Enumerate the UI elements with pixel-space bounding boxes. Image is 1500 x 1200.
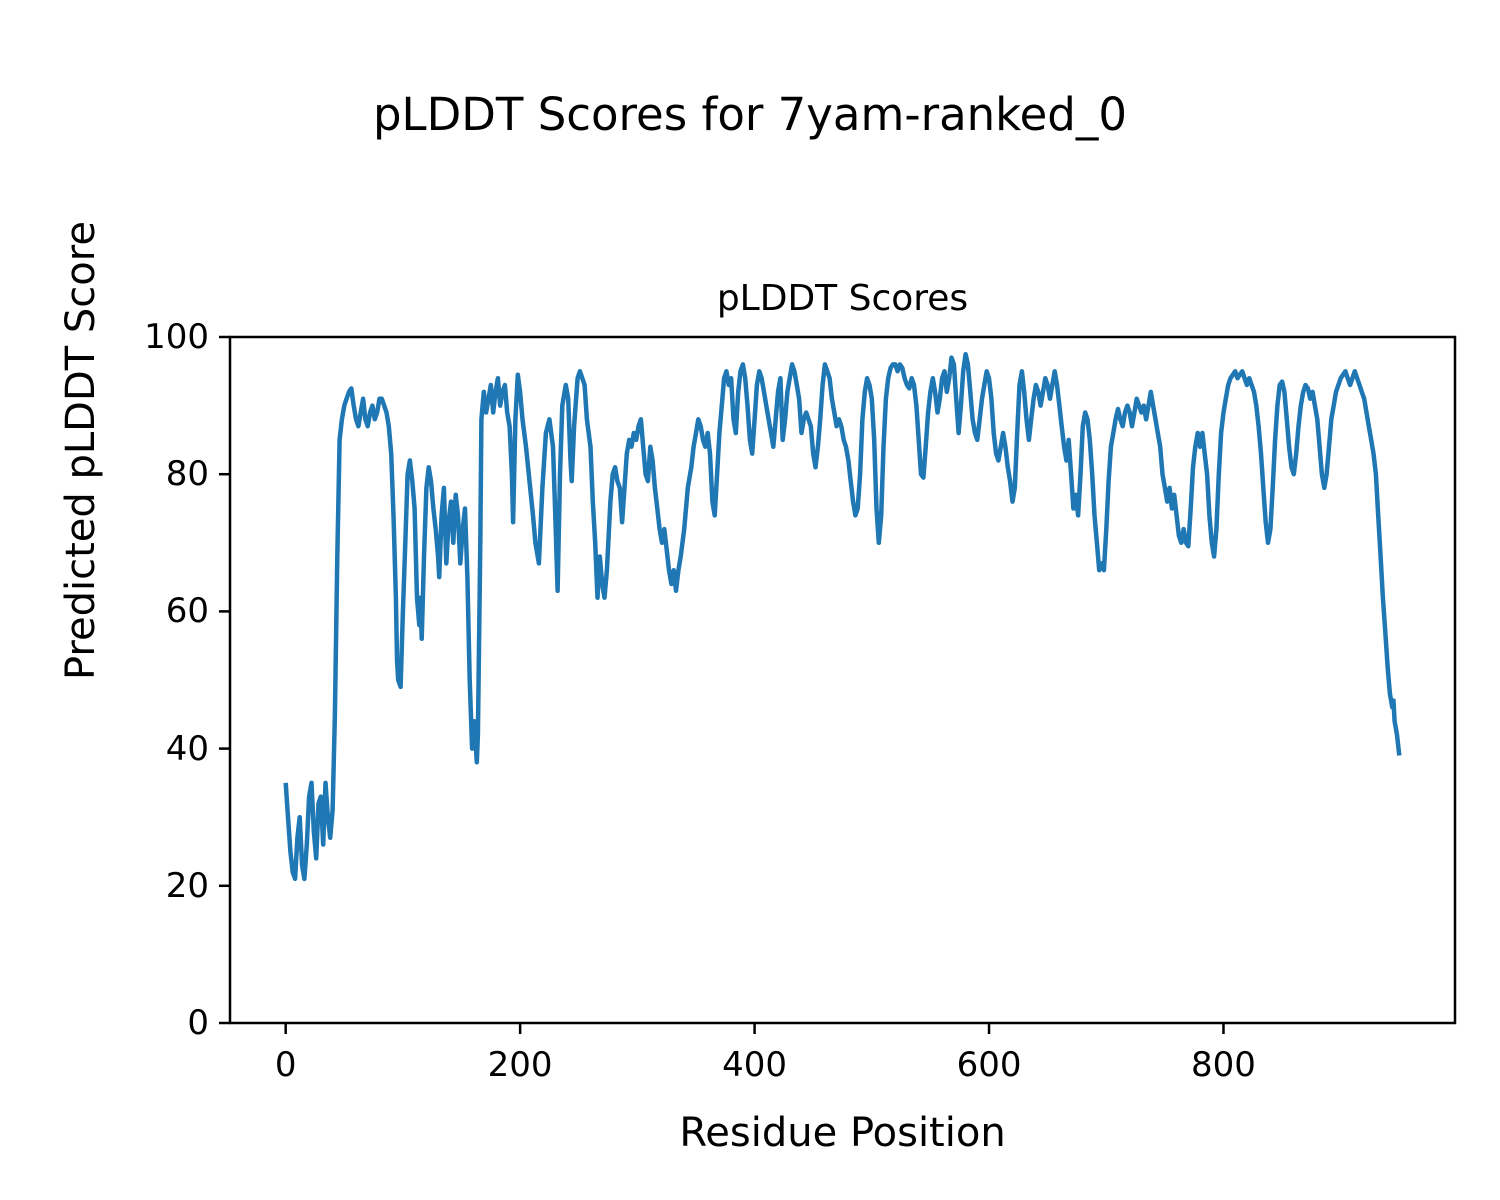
y-tick-label: 40	[165, 728, 209, 769]
axes-title: pLDDT Scores	[716, 278, 969, 319]
x-axis-label: Residue Position	[679, 1110, 1006, 1156]
x-tick-label: 0	[274, 1045, 297, 1085]
y-tick-label: 100	[144, 317, 209, 357]
y-tick-label: 20	[165, 865, 209, 906]
y-tick-label: 80	[165, 454, 209, 495]
plddt-line	[283, 351, 1402, 882]
x-tick-label: 400	[722, 1045, 788, 1085]
figure-title: pLDDT Scores for 7yam-ranked_0	[372, 88, 1128, 141]
y-tick-label: 0	[187, 1003, 209, 1043]
x-tick-label: 600	[956, 1045, 1022, 1085]
y-tick-label: 60	[165, 591, 209, 632]
x-tick-label: 800	[1191, 1045, 1256, 1085]
axes-frame	[228, 335, 1457, 1025]
x-tick-label: 200	[487, 1045, 553, 1085]
